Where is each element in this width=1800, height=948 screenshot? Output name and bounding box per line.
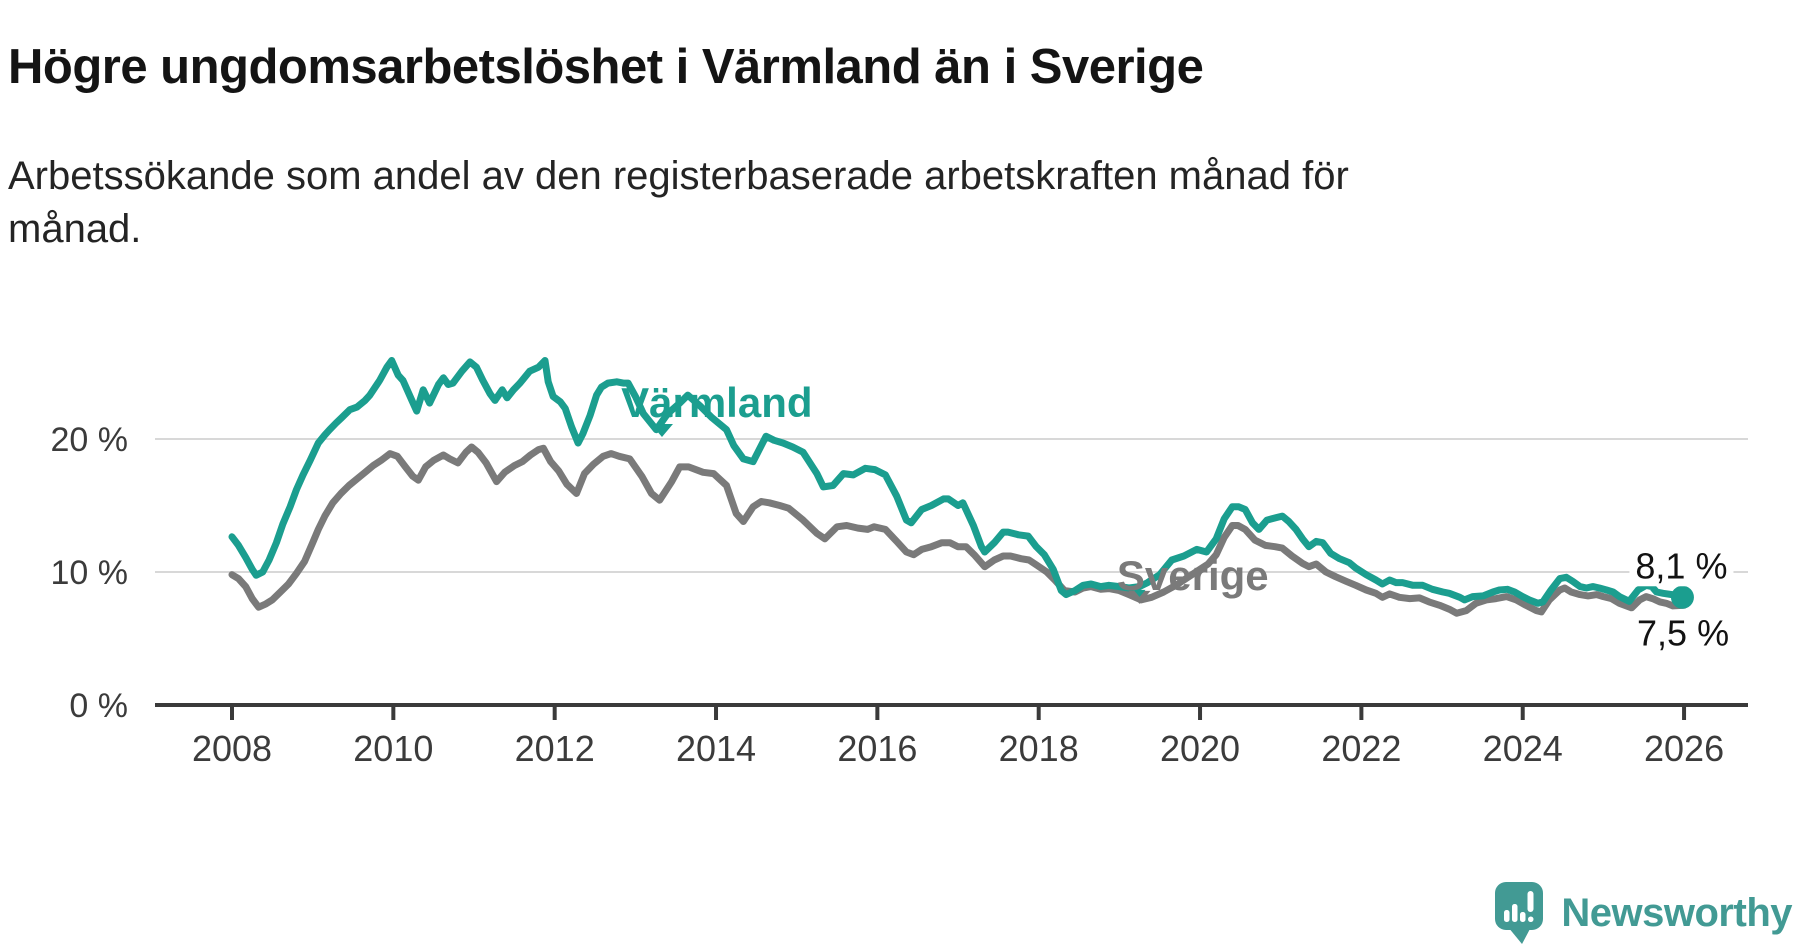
end-label-sverige: 7,5 % <box>1637 612 1729 653</box>
x-axis-label: 2016 <box>837 728 917 769</box>
end-label-bg-sverige <box>1631 611 1736 654</box>
y-axis-label: 0 % <box>69 687 128 725</box>
x-axis-label: 2020 <box>1160 728 1240 769</box>
series-end-dot-varmland <box>1670 585 1694 609</box>
x-axis-label: 2012 <box>515 728 595 769</box>
series-line-sverige <box>228 443 1688 617</box>
x-axis-label: 2010 <box>353 728 433 769</box>
x-axis-label: 2022 <box>1321 728 1401 769</box>
newsworthy-logo-icon <box>1495 882 1544 944</box>
newsworthy-logo: Newsworthy <box>1494 880 1792 946</box>
y-axis-label: 10 % <box>51 554 129 592</box>
series-label-sverige: Sverige <box>1117 552 1269 599</box>
page-title: Högre ungdomsarbetslöshet i Värmland än … <box>8 39 1204 94</box>
newsworthy-logo-text: Newsworthy <box>1561 890 1792 935</box>
x-axis-label: 2026 <box>1644 728 1724 769</box>
series-label-varmland: Värmland <box>621 379 812 426</box>
label-pointer-inner-sverige <box>1133 589 1146 597</box>
label-pointer-varmland <box>650 424 673 438</box>
series-line-varmland <box>228 357 1686 607</box>
page-subtitle: Arbetssökande som andel av den registerb… <box>8 154 1349 251</box>
y-axis-label: 20 % <box>51 421 129 459</box>
x-axis-label: 2014 <box>676 728 756 769</box>
x-axis-label: 2018 <box>999 728 1079 769</box>
x-axis-label: 2024 <box>1483 728 1563 769</box>
x-axis-label: 2008 <box>192 728 272 769</box>
end-label-varmland: 8,1 % <box>1635 545 1727 586</box>
label-pointer-sverige <box>1128 590 1151 604</box>
end-label-bg-varmland <box>1629 544 1734 587</box>
